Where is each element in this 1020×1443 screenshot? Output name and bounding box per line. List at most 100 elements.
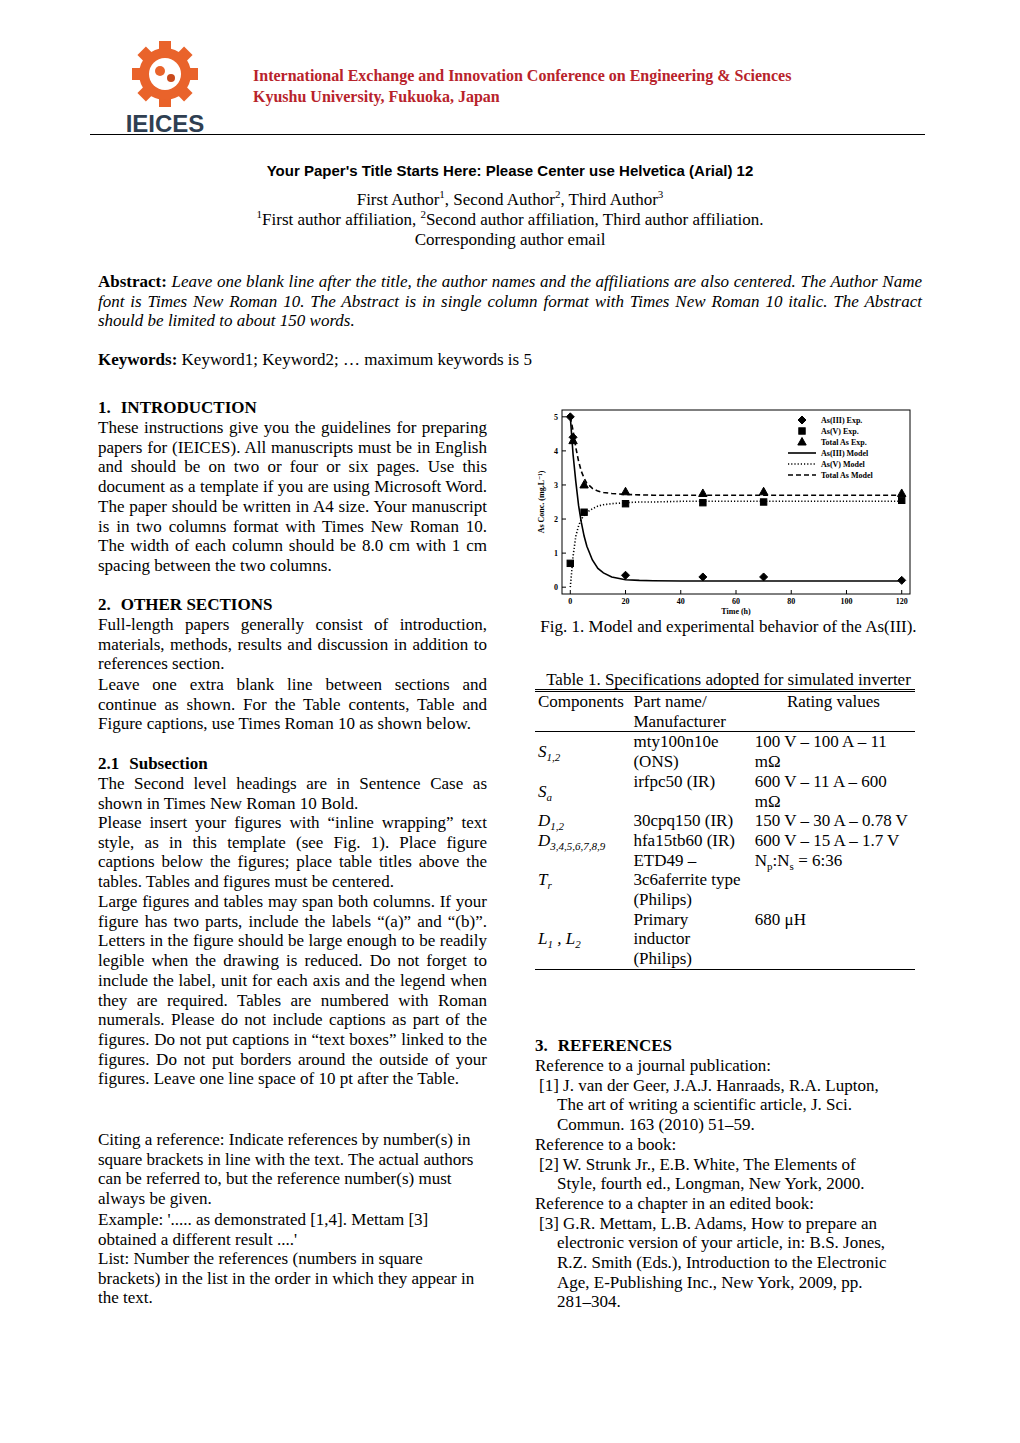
text-segment: 1,2 <box>550 821 564 833</box>
reference-entry: [1] J. van der Geer, J.A.J. Hanraads, R.… <box>535 1076 897 1135</box>
plot-frame <box>562 410 910 594</box>
section-number: 3. <box>535 1036 548 1055</box>
paragraph: Leave one extra blank line between secti… <box>98 675 487 734</box>
section-number: 2.1 <box>98 754 119 773</box>
paragraph: Please insert your figures with “inline … <box>98 813 487 892</box>
table-cell: Tr <box>535 851 630 910</box>
abstract-label: Abstract: <box>98 272 167 291</box>
text-segment: r <box>547 880 551 892</box>
x-tick-label: 60 <box>732 597 740 606</box>
conference-name: International Exchange and Innovation Co… <box>253 66 791 86</box>
data-point <box>759 487 767 495</box>
conference-venue: Kyushu University, Fukuoka, Japan <box>253 87 500 107</box>
y-axis-label: As Conc. (mg.L⁻¹) <box>537 470 546 533</box>
table-row: D3,4,5,6,7,8,9hfa15tb60 (IR)600 V – 15 A… <box>535 831 915 851</box>
legend: As(III) Exp.As(V) Exp.Total As Exp.As(II… <box>788 416 873 480</box>
section-title: REFERENCES <box>558 1036 672 1055</box>
section-heading: 3. REFERENCES <box>535 1036 672 1056</box>
paragraph: The Second level headings are in Sentenc… <box>98 774 487 813</box>
text-segment: 1 <box>547 939 553 951</box>
text-segment: L <box>538 929 547 948</box>
legend-label: Total As Exp. <box>821 438 867 447</box>
paragraph: Large figures and tables may span both c… <box>98 892 487 1089</box>
table-cell: irfpc50 (IR) <box>630 772 751 811</box>
model-line <box>570 501 901 587</box>
authors: First Author1, Second Author2, Third Aut… <box>98 190 922 210</box>
x-tick <box>680 590 681 594</box>
section-heading: 2.1 Subsection <box>98 754 208 774</box>
paragraph: List: Number the references (numbers in … <box>98 1249 480 1308</box>
table-header-cell: Components <box>535 691 630 732</box>
text-segment: Second author affiliation, Third author … <box>426 210 764 229</box>
x-tick-label: 40 <box>677 597 685 606</box>
legend-label: As(III) Model <box>821 449 869 458</box>
table-cell: 150 V – 30 A – 0.78 V <box>752 811 915 831</box>
section-title: Subsection <box>129 754 207 773</box>
table-title: Table 1. Specifications adopted for simu… <box>535 670 922 690</box>
text-segment: 2 <box>575 939 581 951</box>
text-segment: :N <box>773 851 790 870</box>
table-row: S1,2mty100n10e (ONS)100 V – 100 A – 11 m… <box>535 732 915 772</box>
table-row: TrETD49 – 3c6aferrite type (Philips)Np:N… <box>535 851 915 910</box>
text-segment: S <box>538 742 547 761</box>
table-cell: Primary inductor (Philips) <box>630 910 751 970</box>
table-row: Sairfpc50 (IR)600 V – 11 A – 600 mΩ <box>535 772 915 811</box>
spec-table: ComponentsPart name/ ManufacturerRating … <box>535 689 915 970</box>
x-tick-label: 0 <box>568 597 572 606</box>
x-tick <box>791 590 792 594</box>
affiliations: 1First author affiliation, 2Second autho… <box>98 210 922 230</box>
table-cell: L1 , L2 <box>535 910 630 970</box>
keywords-label: Keywords: <box>98 350 177 369</box>
x-tick-label: 80 <box>787 597 795 606</box>
table-cell: mty100n10e (ONS) <box>630 732 751 772</box>
y-tick-label: 1 <box>554 549 558 558</box>
logo-gear-hole <box>149 58 181 90</box>
text-segment: S <box>538 782 547 801</box>
reference-entry: [3] G.R. Mettam, L.B. Adams, How to prep… <box>535 1214 897 1313</box>
text-segment: 1 <box>439 188 445 200</box>
table-cell: D1,2 <box>535 811 630 831</box>
text-segment: s <box>790 860 794 872</box>
x-tick-label: 100 <box>840 597 852 606</box>
y-tick-label: 3 <box>554 481 558 490</box>
reference-intro: Reference to a journal publication: <box>535 1056 922 1076</box>
abstract: Abstract: Leave one blank line after the… <box>98 272 922 331</box>
section-title: OTHER SECTIONS <box>121 595 273 614</box>
y-tick <box>562 416 566 417</box>
paragraph: Full-length papers generally consist of … <box>98 615 487 674</box>
logo-dot <box>167 74 175 82</box>
paper-title: Your Paper's Title Starts Here: Please C… <box>98 161 922 181</box>
table-cell: S1,2 <box>535 732 630 772</box>
figure-caption: Fig. 1. Model and experimental behavior … <box>535 617 922 637</box>
text-segment: 3 <box>658 188 664 200</box>
x-tick-label: 120 <box>896 597 908 606</box>
table-header-row: ComponentsPart name/ ManufacturerRating … <box>535 691 915 732</box>
y-tick-label: 4 <box>554 447 558 456</box>
table-cell: hfa15tb60 (IR) <box>630 831 751 851</box>
data-point <box>760 573 768 581</box>
y-tick-label: 2 <box>554 515 558 524</box>
table-row: L1 , L2Primary inductor (Philips)680 μH <box>535 910 915 970</box>
x-axis-label: Time (h) <box>721 607 751 616</box>
data-point <box>622 501 628 507</box>
text-segment: , Second Author <box>445 190 555 209</box>
table-cell: 600 V – 15 A – 1.7 V <box>752 831 915 851</box>
section-heading: 2. OTHER SECTIONS <box>98 595 272 615</box>
header-rule <box>90 134 925 135</box>
section-heading: 1.INTRODUCTION <box>98 398 257 418</box>
x-tick <box>625 590 626 594</box>
data-point <box>580 480 588 488</box>
model-line <box>570 417 901 581</box>
legend-line <box>788 463 816 465</box>
y-tick <box>562 519 566 520</box>
text-segment: 1 <box>257 208 263 220</box>
text-segment: p <box>767 860 773 872</box>
page: IEICESInternational Exchange and Innovat… <box>0 0 1020 1443</box>
paragraph: Example: '..... as demonstrated [1,4]. M… <box>98 1210 480 1249</box>
keywords-text: Keyword1; Keyword2; … maximum keywords i… <box>182 350 532 369</box>
table-cell: 600 V – 11 A – 600 mΩ <box>752 772 915 811</box>
logo-gear <box>139 48 191 100</box>
section-number: 2. <box>98 595 111 614</box>
logo-dot <box>155 66 165 76</box>
text-segment: , L <box>553 929 575 948</box>
